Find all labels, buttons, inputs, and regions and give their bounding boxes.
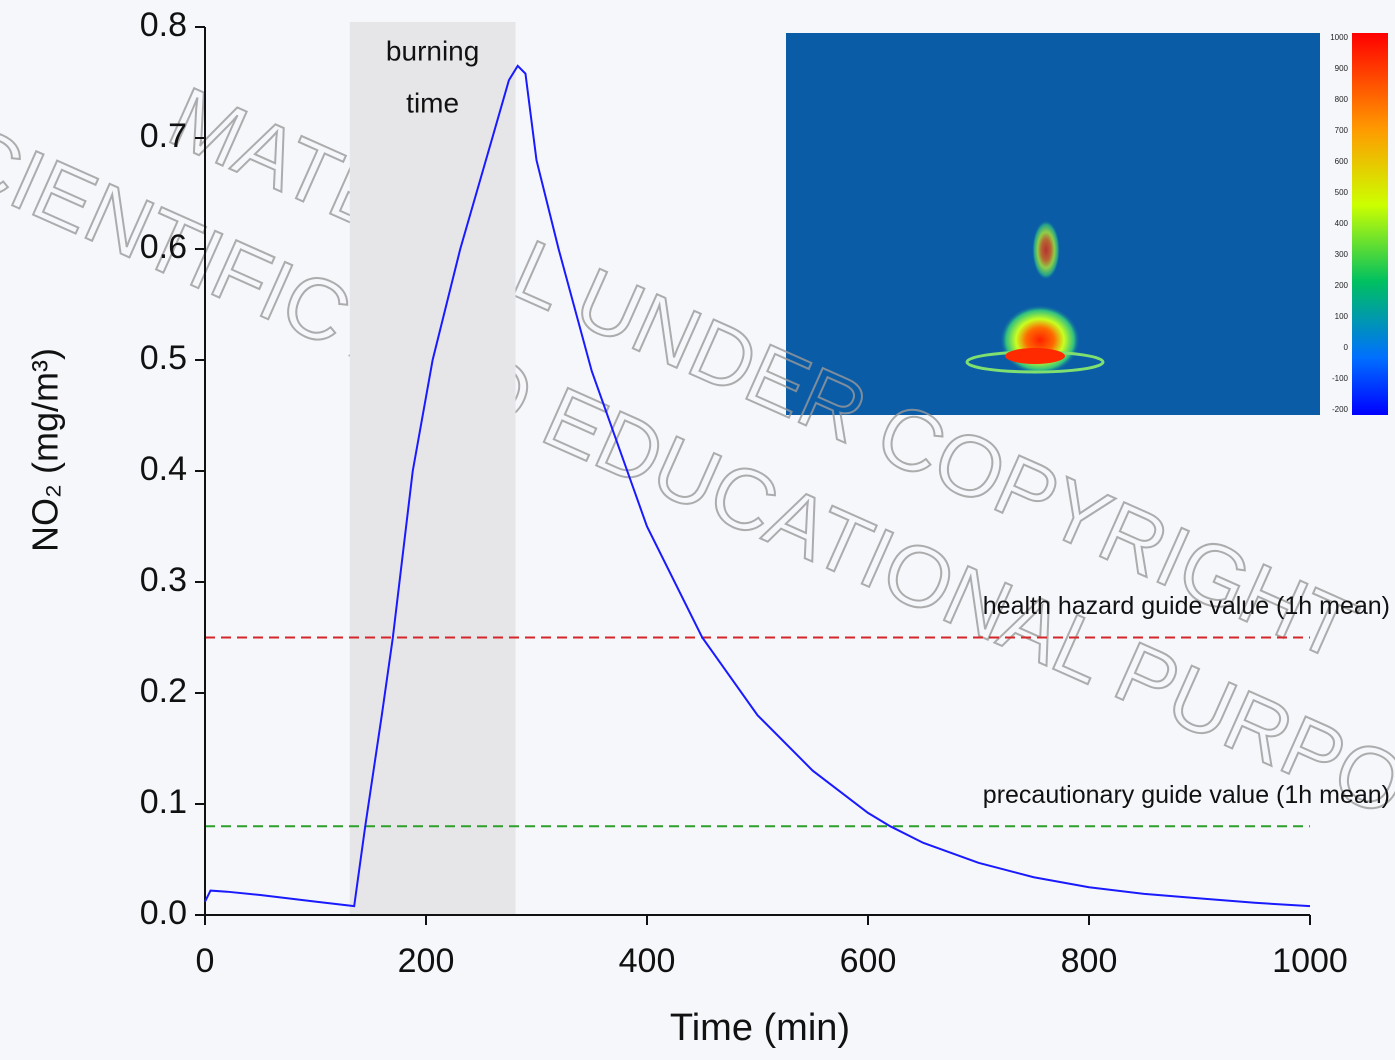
colorbar-label: 1000 xyxy=(1330,33,1348,42)
burning-time-band xyxy=(350,22,516,915)
burning-time-label: burning xyxy=(386,35,479,66)
y-tick-label: 0.3 xyxy=(140,561,187,599)
colorbar-label: 600 xyxy=(1335,157,1349,166)
x-tick-label: 800 xyxy=(1061,942,1118,980)
colorbar-label: 0 xyxy=(1344,343,1349,352)
y-tick-label: 0.8 xyxy=(140,6,187,44)
y-tick-label: 0.7 xyxy=(140,117,187,155)
burning-time-label: time xyxy=(406,87,459,118)
colorbar-label: 900 xyxy=(1335,64,1349,73)
x-tick-label: 600 xyxy=(840,942,897,980)
colorbar-label: 300 xyxy=(1335,250,1349,259)
reference-label: health hazard guide value (1h mean) xyxy=(983,592,1390,620)
colorbar-label: -200 xyxy=(1332,405,1349,414)
colorbar-label: 400 xyxy=(1335,219,1349,228)
y-tick-label: 0.2 xyxy=(140,672,187,710)
colorbar-label: 700 xyxy=(1335,126,1349,135)
colorbar-label: 800 xyxy=(1335,95,1349,104)
x-tick-label: 400 xyxy=(619,942,676,980)
y-axis-label: NO₂ (mg/m³) xyxy=(25,348,66,552)
x-tick-label: 1000 xyxy=(1272,942,1348,980)
colorbar-label: 500 xyxy=(1335,188,1349,197)
colorbar-label: 200 xyxy=(1335,281,1349,290)
colorbar-label: 100 xyxy=(1335,312,1349,321)
y-tick-label: 0.0 xyxy=(140,894,187,932)
reference-label: precautionary guide value (1h mean) xyxy=(983,781,1390,809)
x-tick-label: 200 xyxy=(398,942,455,980)
y-tick-label: 0.6 xyxy=(140,228,187,266)
y-tick-label: 0.4 xyxy=(140,450,187,488)
y-tick-label: 0.5 xyxy=(140,339,187,377)
x-axis-label: Time (min) xyxy=(670,1007,850,1049)
y-tick-label: 0.1 xyxy=(140,783,187,821)
colorbar-label: -100 xyxy=(1332,374,1349,383)
x-tick-label: 0 xyxy=(196,942,215,980)
chart: 10009008007006005004003002001000-100-200… xyxy=(0,0,1395,1060)
